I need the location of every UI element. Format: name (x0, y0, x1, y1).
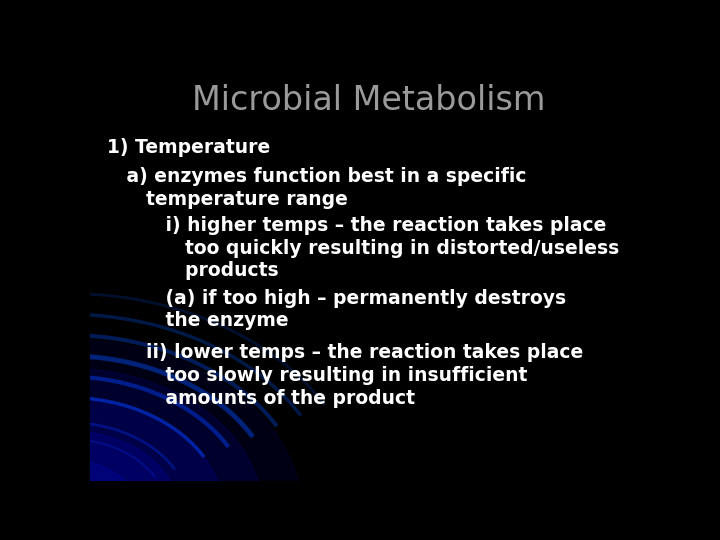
Text: ii) lower temps – the reaction takes place: ii) lower temps – the reaction takes pla… (107, 343, 583, 362)
Polygon shape (0, 339, 302, 540)
Polygon shape (0, 368, 263, 540)
Text: too slowly resulting in insufficient: too slowly resulting in insufficient (107, 366, 527, 385)
Polygon shape (0, 460, 140, 540)
Text: temperature range: temperature range (107, 190, 348, 208)
Text: amounts of the product: amounts of the product (107, 389, 415, 408)
Text: i) higher temps – the reaction takes place: i) higher temps – the reaction takes pla… (107, 216, 606, 235)
Text: products: products (107, 261, 279, 280)
Text: Microbial Metabolism: Microbial Metabolism (192, 84, 546, 117)
Text: 1) Temperature: 1) Temperature (107, 138, 270, 157)
Text: a) enzymes function best in a specific: a) enzymes function best in a specific (107, 167, 526, 186)
Text: (a) if too high – permanently destroys: (a) if too high – permanently destroys (107, 288, 566, 307)
Text: the enzyme: the enzyme (107, 312, 289, 330)
Text: too quickly resulting in distorted/useless: too quickly resulting in distorted/usele… (107, 239, 619, 258)
Polygon shape (0, 431, 179, 540)
Polygon shape (0, 397, 224, 540)
